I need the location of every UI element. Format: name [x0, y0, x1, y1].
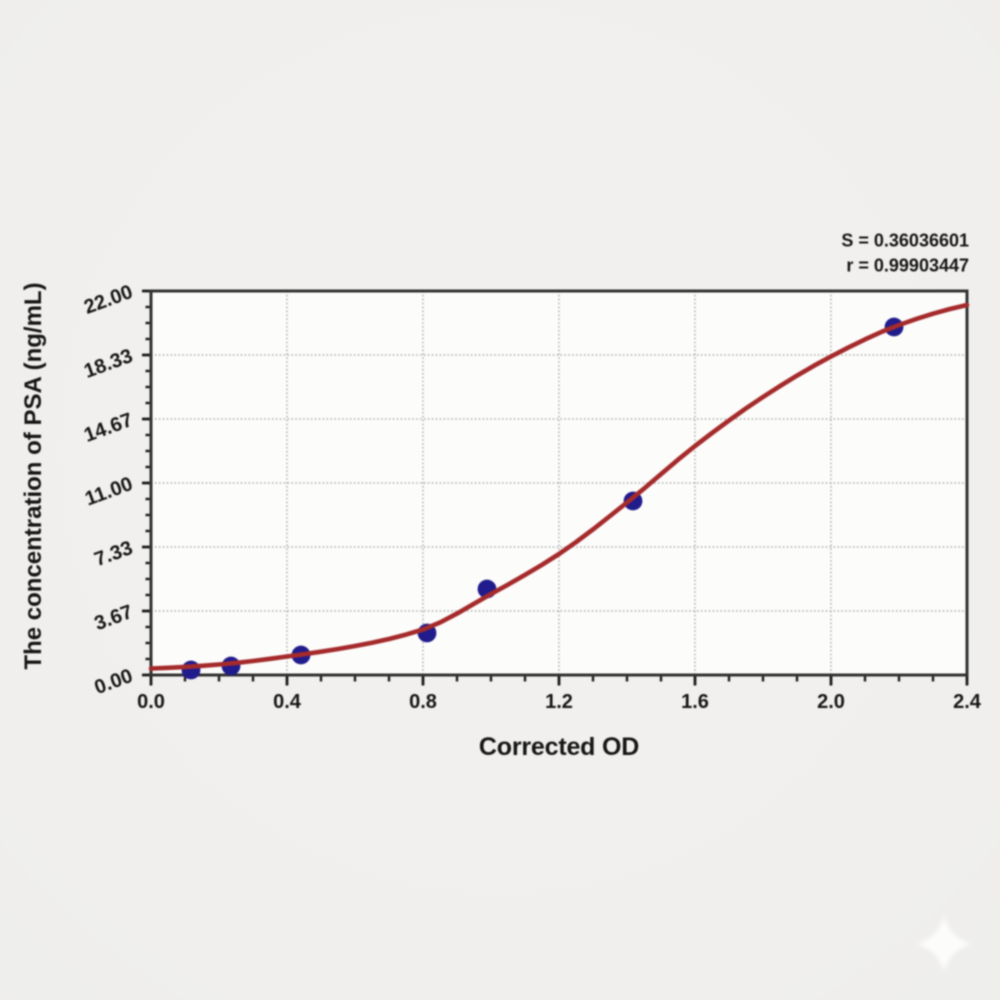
svg-text:S = 0.36036601: S = 0.36036601	[841, 231, 969, 251]
svg-text:r = 0.99903447: r = 0.99903447	[846, 256, 969, 276]
svg-text:The concentration of PSA (ng/m: The concentration of PSA (ng/mL)	[20, 282, 47, 669]
svg-text:Corrected OD: Corrected OD	[479, 733, 639, 761]
svg-text:0.4: 0.4	[273, 691, 302, 713]
svg-text:2.4: 2.4	[953, 691, 982, 713]
svg-text:0.8: 0.8	[409, 691, 437, 713]
svg-text:0.0: 0.0	[137, 691, 165, 713]
svg-text:1.6: 1.6	[681, 691, 709, 713]
svg-text:1.2: 1.2	[545, 691, 573, 713]
svg-text:2.0: 2.0	[817, 691, 845, 713]
